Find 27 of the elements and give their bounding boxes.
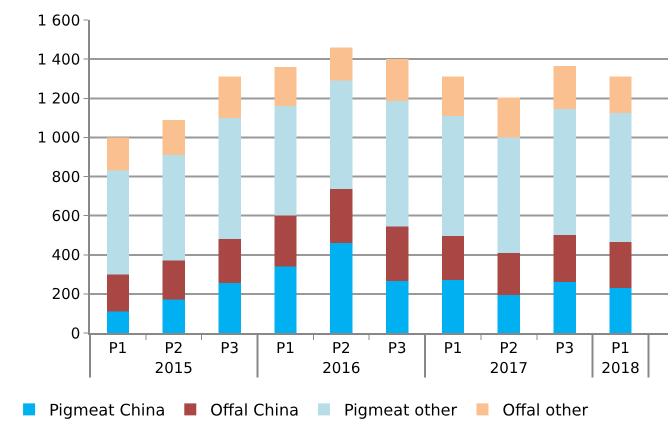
y-tick-label: 400 <box>52 246 80 264</box>
legend-label: Offal other <box>502 400 588 420</box>
y-tick-label: 1 600 <box>37 11 80 30</box>
x-tick-label: P2 <box>164 338 184 357</box>
legend-label: Pigmeat other <box>344 400 458 420</box>
y-tick-label: 1 400 <box>37 50 80 68</box>
x-tick-label: P2 <box>332 338 351 357</box>
legend-label: Offal China <box>210 400 299 420</box>
x-tick-label: P1 <box>444 338 462 357</box>
y-tick-label: 200 <box>52 285 80 304</box>
y-tick-label: 0 <box>70 324 80 342</box>
legend-label: Pigmeat China <box>49 400 166 420</box>
x-tick-label: P2 <box>500 338 518 357</box>
x-tick-label: P3 <box>555 338 574 357</box>
x-tick-label: P1 <box>276 338 295 357</box>
x-tick-label: P3 <box>388 338 406 357</box>
y-tick-label: 1 200 <box>37 90 80 108</box>
y-tick-label: 1 000 <box>37 128 80 147</box>
y-tick-label: 800 <box>52 168 80 186</box>
x-tick-label: P1 <box>108 338 128 357</box>
y-tick-label: 600 <box>52 206 80 225</box>
text: 2015 <box>154 358 193 377</box>
text: 2018 <box>601 358 640 377</box>
x-tick-label: P3 <box>220 338 239 357</box>
x-tick-label: P1 <box>611 338 630 357</box>
text: 2016 <box>322 358 360 377</box>
text: 2017 <box>490 358 528 377</box>
